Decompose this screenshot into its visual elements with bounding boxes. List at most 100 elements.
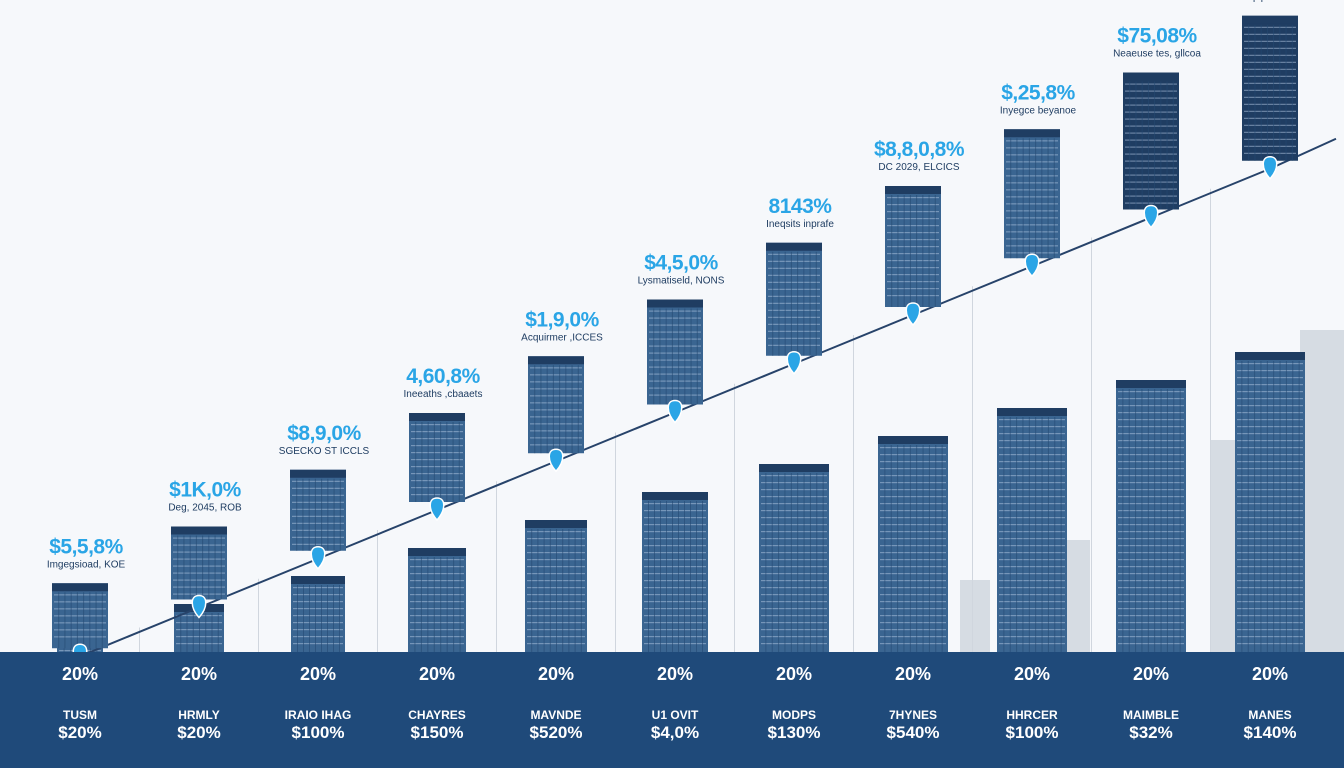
lower-building-8-floor-11 bbox=[999, 496, 1065, 498]
tower-6-floor-11 bbox=[768, 330, 820, 332]
lower-building-10-floor-0 bbox=[1237, 363, 1303, 365]
lower-building-5-floor-14 bbox=[644, 601, 706, 603]
lower-building-8 bbox=[997, 408, 1067, 652]
point-sub-label-6: Ineqsits inprafe bbox=[766, 219, 834, 230]
lower-building-6-floor-15 bbox=[761, 580, 827, 582]
lower-building-9-floor-12 bbox=[1118, 475, 1184, 477]
tower-8-floor-13 bbox=[1006, 231, 1058, 233]
lower-building-6-floor-19 bbox=[761, 608, 827, 610]
tower-0-roof bbox=[52, 583, 108, 592]
lower-building-9-mullion-6 bbox=[1154, 389, 1156, 652]
lower-building-8-mullion-8 bbox=[1047, 417, 1049, 652]
lower-building-2-mullion-1 bbox=[297, 585, 298, 652]
lower-building-9-floor-19 bbox=[1118, 524, 1184, 526]
tower-1-floor-4 bbox=[173, 565, 225, 567]
lower-building-10-floor-24 bbox=[1237, 531, 1303, 533]
lower-building-6-mullion-10 bbox=[822, 473, 824, 652]
lower-building-8-mullion-10 bbox=[1060, 417, 1062, 652]
marker-pin-1 bbox=[191, 594, 207, 619]
lower-building-9-floor-14 bbox=[1118, 489, 1184, 491]
tower-10-floor-17 bbox=[1244, 145, 1296, 147]
tower-0-mullion-4 bbox=[76, 592, 78, 649]
lower-building-9-body bbox=[1116, 380, 1186, 652]
lower-building-6-floor-16 bbox=[761, 587, 827, 589]
lower-building-10-floor-12 bbox=[1237, 447, 1303, 449]
lower-building-10-floor-20 bbox=[1237, 503, 1303, 505]
band-percent-0: 20% bbox=[62, 664, 98, 684]
tower-3 bbox=[409, 413, 465, 502]
tower-10-floor-1 bbox=[1244, 33, 1296, 35]
lower-building-2-mullion-3 bbox=[309, 585, 310, 652]
lower-building-9-floor-16 bbox=[1118, 503, 1184, 505]
band-percent-5: 20% bbox=[657, 664, 693, 684]
lower-building-9-floor-9 bbox=[1118, 454, 1184, 456]
band-category-1: HRMLY bbox=[178, 708, 220, 722]
point-value-label-5: $4,5,0% bbox=[644, 252, 718, 275]
lower-building-9-roof bbox=[1116, 380, 1186, 388]
lower-building-2 bbox=[291, 576, 345, 652]
lower-building-8-mullion-3 bbox=[1016, 417, 1018, 652]
lower-building-9-floor-26 bbox=[1118, 573, 1184, 575]
lower-building-1-mullion-2 bbox=[186, 613, 188, 652]
tower-1-floor-7 bbox=[173, 586, 225, 588]
tower-8-floor-0 bbox=[1006, 140, 1058, 142]
tower-10-floor-6 bbox=[1244, 68, 1296, 70]
lower-building-10-floor-16 bbox=[1237, 475, 1303, 477]
tower-5-floor-4 bbox=[649, 338, 701, 340]
point-sub-label-7: DC 2029, ELCICS bbox=[878, 162, 959, 173]
point-value-label-0: $5,5,8% bbox=[49, 535, 123, 558]
tower-3-floor-5 bbox=[411, 459, 463, 461]
tower-4-floor-7 bbox=[530, 416, 582, 418]
tower-1-mullion-5 bbox=[202, 535, 204, 600]
lower-building-7-floor-2 bbox=[880, 461, 946, 463]
tower-3-mullion-8 bbox=[458, 422, 460, 502]
lower-building-7-mullion-8 bbox=[928, 445, 930, 652]
tower-3-mullion-5 bbox=[440, 422, 442, 502]
tower-8-floor-3 bbox=[1006, 161, 1058, 163]
lower-building-3-mullion-1 bbox=[414, 557, 416, 652]
lower-building-9-floor-3 bbox=[1118, 412, 1184, 414]
lower-building-8-floor-16 bbox=[999, 531, 1065, 533]
band-percent-8: 20% bbox=[1014, 664, 1050, 684]
tower-6-floor-8 bbox=[768, 309, 820, 311]
tower-2-floor-7 bbox=[292, 529, 344, 531]
tower-10-body bbox=[1242, 15, 1298, 161]
lower-building-6-floor-6 bbox=[761, 517, 827, 519]
tower-9 bbox=[1123, 72, 1179, 210]
lower-building-5-mullion-9 bbox=[696, 501, 697, 652]
tower-9-floor-1 bbox=[1125, 90, 1177, 92]
lower-building-5-floor-17 bbox=[644, 622, 706, 624]
lower-building-9-floor-11 bbox=[1118, 468, 1184, 470]
lower-building-6-floor-8 bbox=[761, 531, 827, 533]
marker-2 bbox=[310, 545, 326, 570]
lower-building-6-mullion-4 bbox=[784, 473, 786, 652]
lower-building-2-floor-6 bbox=[293, 629, 343, 631]
lower-building-9-floor-1 bbox=[1118, 398, 1184, 400]
lower-building-10-mullion-7 bbox=[1279, 361, 1281, 652]
point-value-label-1: $1K,0% bbox=[169, 479, 242, 502]
band-percent-2: 20% bbox=[300, 664, 336, 684]
tower-9-floor-4 bbox=[1125, 111, 1177, 113]
tower-8-roof bbox=[1004, 129, 1060, 138]
marker-1 bbox=[191, 594, 207, 619]
lower-building-9-mullion-2 bbox=[1128, 389, 1130, 652]
lower-building-6-floor-7 bbox=[761, 524, 827, 526]
lower-building-7-mullion-2 bbox=[890, 445, 892, 652]
lower-building-5-floor-19 bbox=[644, 636, 706, 638]
lower-building-10-floor-4 bbox=[1237, 391, 1303, 393]
lower-building-5-floor-11 bbox=[644, 580, 706, 582]
tower-4-mullion-3 bbox=[546, 365, 548, 454]
tower-2-floor-5 bbox=[292, 515, 344, 517]
band-percent-6: 20% bbox=[776, 664, 812, 684]
lower-building-9-floor-34 bbox=[1118, 629, 1184, 631]
tower-3-mullion-1 bbox=[415, 422, 417, 502]
tower-2-floor-4 bbox=[292, 508, 344, 510]
tower-8-mullion-7 bbox=[1047, 138, 1049, 259]
lower-building-8-floor-3 bbox=[999, 440, 1065, 442]
lower-building-8-floor-10 bbox=[999, 489, 1065, 491]
point-value-label-3: 4,60,8% bbox=[406, 365, 480, 388]
band-category-2: IRAIO IHAG bbox=[285, 708, 352, 722]
tower-4-floor-8 bbox=[530, 423, 582, 425]
lower-building-5-body bbox=[642, 492, 708, 652]
point-sub-label-8: Inyegce beyanoe bbox=[1000, 105, 1077, 116]
